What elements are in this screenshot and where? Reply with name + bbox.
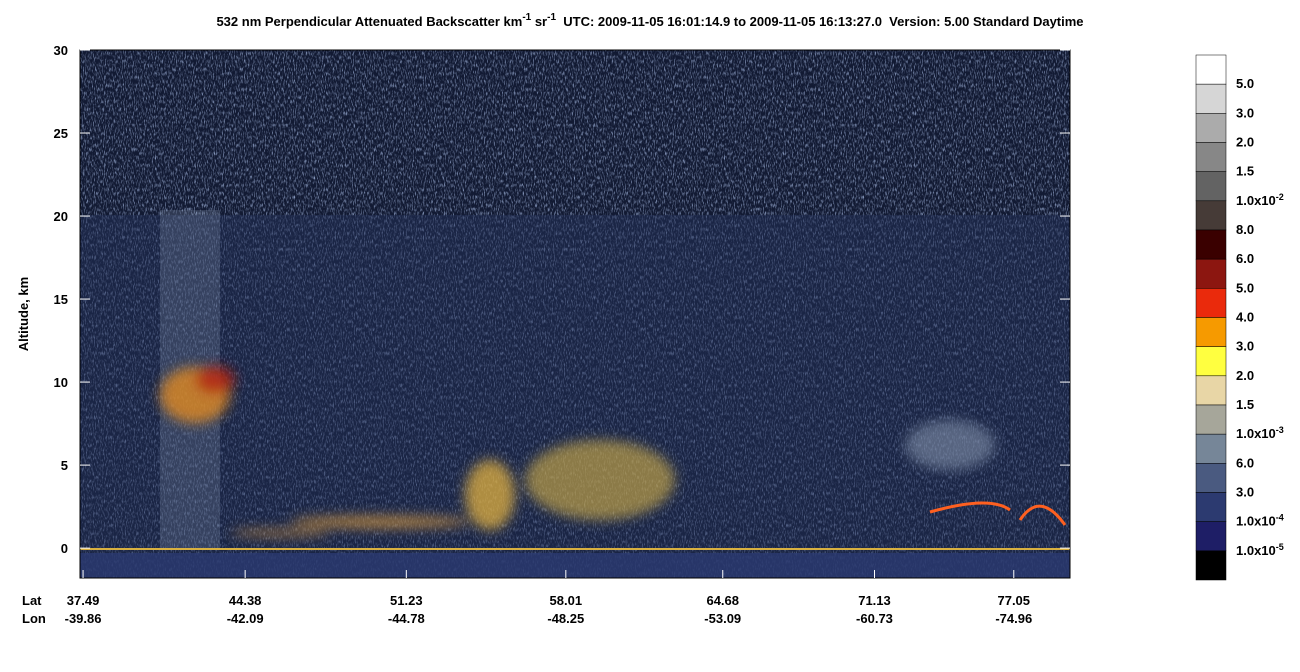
colorbar-label: 5.0 [1236, 76, 1254, 91]
x-tick-label: 58.01 [550, 593, 583, 608]
colorbar-cell [1195, 258, 1227, 289]
y-tick-label: 0 [61, 541, 68, 556]
colorbar-cell [1195, 433, 1227, 464]
colorbar-label-text: 1.0x10 [1236, 426, 1276, 441]
colorbar-label-text: 1.0x10 [1236, 193, 1276, 208]
colorbar-label: 1.0x10-2 [1236, 192, 1284, 208]
colorbar-label-text: 8.0 [1236, 222, 1254, 237]
colorbar-label: 4.0 [1236, 310, 1254, 325]
x-row-label: Lat [22, 593, 42, 608]
colorbar-cell [1195, 463, 1227, 493]
colorbar-cell [1195, 492, 1227, 522]
y-tick-label: 10 [54, 375, 68, 390]
lon-label: -53.09 [704, 611, 741, 626]
colorbar-label: 1.0x10-3 [1236, 425, 1284, 441]
lon-label: -39.86 [65, 611, 102, 626]
x-row-label: Lon [22, 611, 46, 626]
colorbar-label: 2.0 [1236, 368, 1254, 383]
colorbar-cell [1195, 346, 1227, 377]
lon-label: -48.25 [547, 611, 584, 626]
colorbar-cell [1195, 229, 1227, 260]
x-tick-label: 64.68 [706, 593, 739, 608]
colorbar-label: 6.0 [1236, 251, 1254, 266]
colorbar-label: 3.0 [1236, 105, 1254, 120]
cloud-top [1018, 504, 1067, 526]
colorbar-cell [1195, 375, 1227, 406]
x-tick-label: 37.49 [67, 593, 100, 608]
y-tick-label: 5 [61, 458, 68, 473]
colorbar-label: 1.5 [1236, 164, 1254, 179]
colorbar-label-text: 2.0 [1236, 368, 1254, 383]
cloud-top [929, 501, 1011, 514]
x-tick-label: 77.05 [997, 593, 1030, 608]
colorbar-label-text: 6.0 [1236, 251, 1254, 266]
x-tick-label: 51.23 [390, 593, 423, 608]
colorbar-label: 1.0x10-5 [1236, 542, 1284, 558]
lon-label: -42.09 [227, 611, 264, 626]
plot-frame [79, 49, 1071, 579]
curtain [80, 50, 1070, 578]
colorbar-cell [1195, 83, 1227, 114]
colorbar-label-text: 5.0 [1236, 76, 1254, 91]
colorbar-cell [1195, 54, 1227, 85]
colorbar-cell [1195, 317, 1227, 347]
colorbar-cell [1195, 142, 1227, 172]
colorbar-label-text: 3.0 [1236, 339, 1254, 354]
colorbar-label-text: 2.0 [1236, 135, 1254, 150]
lon-label: -60.73 [856, 611, 893, 626]
colorbar-label-exp: -3 [1276, 425, 1284, 435]
colorbar-cell [1195, 288, 1227, 318]
colorbar-label: 1.0x10-4 [1236, 513, 1284, 529]
colorbar-label-exp: -4 [1276, 513, 1284, 523]
y-axis-label: Altitude, km [16, 277, 31, 351]
subsurface [80, 553, 1070, 578]
colorbar-label: 3.0 [1236, 485, 1254, 500]
chart-title: 532 nm Perpendicular Attenuated Backscat… [216, 12, 1083, 29]
colorbar-label: 1.5 [1236, 397, 1254, 412]
y-tick-label: 25 [54, 126, 68, 141]
colorbar-label-text: 1.5 [1236, 397, 1254, 412]
colorbar-label-text: 5.0 [1236, 280, 1254, 295]
colorbar-label-text: 6.0 [1236, 455, 1254, 470]
x-tick-label: 71.13 [858, 593, 891, 608]
colorbar-label-text: 3.0 [1236, 105, 1254, 120]
clouds [160, 366, 995, 537]
colorbar-label-text: 4.0 [1236, 310, 1254, 325]
y-tick-label: 20 [54, 209, 68, 224]
colorbar-label-text: 1.5 [1236, 164, 1254, 179]
colorbar-label: 8.0 [1236, 222, 1254, 237]
colorbar-label-text: 3.0 [1236, 485, 1254, 500]
lon-label: -44.78 [388, 611, 425, 626]
colorbar-label-text: 1.0x10 [1236, 514, 1276, 529]
y-tick-label: 30 [54, 43, 68, 58]
colorbar-cell [1195, 171, 1227, 202]
colorbar-label: 3.0 [1236, 339, 1254, 354]
colorbar-label-text: 1.0x10 [1236, 543, 1276, 558]
y-tick-label: 15 [54, 292, 68, 307]
colorbar-cell [1195, 550, 1227, 581]
colorbar-cell [1195, 404, 1227, 435]
lon-label: -74.96 [995, 611, 1032, 626]
colorbar-label-exp: -2 [1276, 192, 1284, 202]
colorbar-label: 2.0 [1236, 135, 1254, 150]
colorbar-label: 6.0 [1236, 455, 1254, 470]
x-tick-label: 44.38 [229, 593, 262, 608]
colorbar-cell [1195, 113, 1227, 143]
colorbar-cell [1195, 521, 1227, 552]
colorbar-label-exp: -5 [1276, 542, 1284, 552]
colorbar-cell [1195, 200, 1227, 231]
colorbar-label: 5.0 [1236, 280, 1254, 295]
